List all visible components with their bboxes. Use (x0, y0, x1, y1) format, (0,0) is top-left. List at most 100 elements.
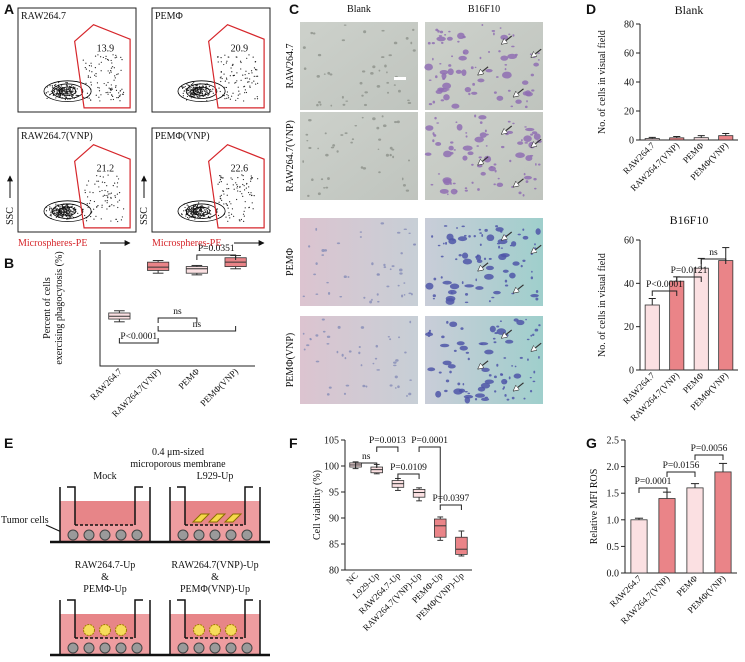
y-tick-label: 100 (324, 462, 339, 473)
cell (524, 105, 528, 109)
cell (388, 54, 392, 57)
event-dot (97, 86, 99, 89)
cell (515, 152, 525, 158)
event-dot (236, 187, 238, 189)
event-dot (57, 214, 59, 217)
cell (479, 232, 483, 234)
event-dot (113, 205, 115, 207)
event-dot (62, 90, 64, 92)
event-dot (100, 218, 102, 220)
cell (496, 363, 499, 367)
cell (513, 318, 519, 322)
event-dot (49, 209, 51, 211)
tumor-cell (67, 642, 79, 654)
significance-bracket (118, 338, 159, 344)
event-dot (194, 216, 196, 218)
transwell: Mock (50, 471, 160, 544)
significance-bracket (676, 276, 702, 282)
event-dot (64, 98, 66, 101)
event-dot (230, 177, 232, 179)
well-wall (59, 600, 151, 655)
cell (468, 235, 471, 238)
event-dot (190, 86, 192, 89)
cell (424, 152, 432, 156)
event-dot (115, 85, 117, 87)
row-label: PEMΦ (285, 248, 296, 276)
event-dot (59, 86, 62, 88)
event-dot (65, 209, 68, 211)
cell (475, 278, 478, 282)
cell (401, 177, 404, 181)
cell (496, 328, 507, 335)
cell (519, 356, 523, 359)
event-dot (66, 89, 68, 91)
pointer-arrow (531, 138, 542, 147)
event-dot (55, 92, 58, 94)
event-dot (220, 194, 222, 196)
cell (457, 236, 468, 242)
cell (311, 178, 314, 182)
flow-plot: RAW264.7(VNP) 21.2 (17, 127, 137, 233)
event-dot (107, 197, 109, 199)
event-dot (65, 96, 67, 98)
cell (398, 336, 401, 339)
cell (442, 177, 452, 184)
event-dot (219, 90, 221, 93)
x-tick-label: PEMΦ (176, 366, 201, 391)
cell (408, 392, 412, 396)
cell (435, 390, 442, 398)
event-dot (75, 94, 77, 97)
cell (524, 126, 527, 128)
density-contour (43, 200, 92, 223)
event-dot (62, 89, 64, 91)
event-dot (89, 191, 91, 193)
cell (521, 139, 523, 142)
event-dot (209, 217, 211, 219)
tumor-cell (225, 529, 237, 541)
box (147, 261, 170, 271)
event-dot (98, 90, 101, 92)
event-dot (187, 208, 189, 210)
cell (447, 68, 454, 76)
event-dot (100, 70, 102, 72)
density-contour (185, 203, 218, 219)
cell (450, 291, 453, 294)
event-dot (114, 195, 116, 197)
cell (447, 364, 456, 369)
cell (512, 34, 515, 37)
cell (492, 337, 496, 340)
event-dot (201, 87, 203, 89)
event-dot (190, 207, 193, 210)
event-dot (53, 210, 55, 212)
pointer-arrow (478, 66, 489, 75)
event-dot (199, 210, 202, 212)
significance-bracket (157, 317, 198, 323)
event-dot (253, 75, 255, 78)
event-dot (242, 183, 244, 186)
event-dot (237, 190, 239, 192)
event-dot (117, 73, 119, 75)
event-dot (239, 190, 241, 193)
cell (302, 160, 305, 163)
significance-label: P=0.0109 (390, 463, 427, 473)
event-dot (68, 88, 70, 90)
cell (341, 95, 344, 99)
event-dot (208, 93, 210, 95)
event-dot (58, 213, 61, 216)
cell (504, 68, 507, 71)
y-tick-label: 90 (329, 514, 339, 525)
row-label: PEMΦ(VNP) (285, 333, 296, 388)
cell (500, 145, 505, 149)
cell (478, 342, 489, 346)
event-dot (239, 185, 241, 188)
cell (535, 228, 541, 235)
fibroblast (223, 513, 243, 523)
cell (460, 327, 464, 330)
cell (457, 382, 461, 386)
cell (456, 227, 458, 229)
cell (500, 55, 509, 61)
image-background (425, 112, 543, 200)
chart-title: Blank (675, 3, 704, 17)
event-dot (203, 212, 206, 214)
event-dot (226, 183, 228, 185)
